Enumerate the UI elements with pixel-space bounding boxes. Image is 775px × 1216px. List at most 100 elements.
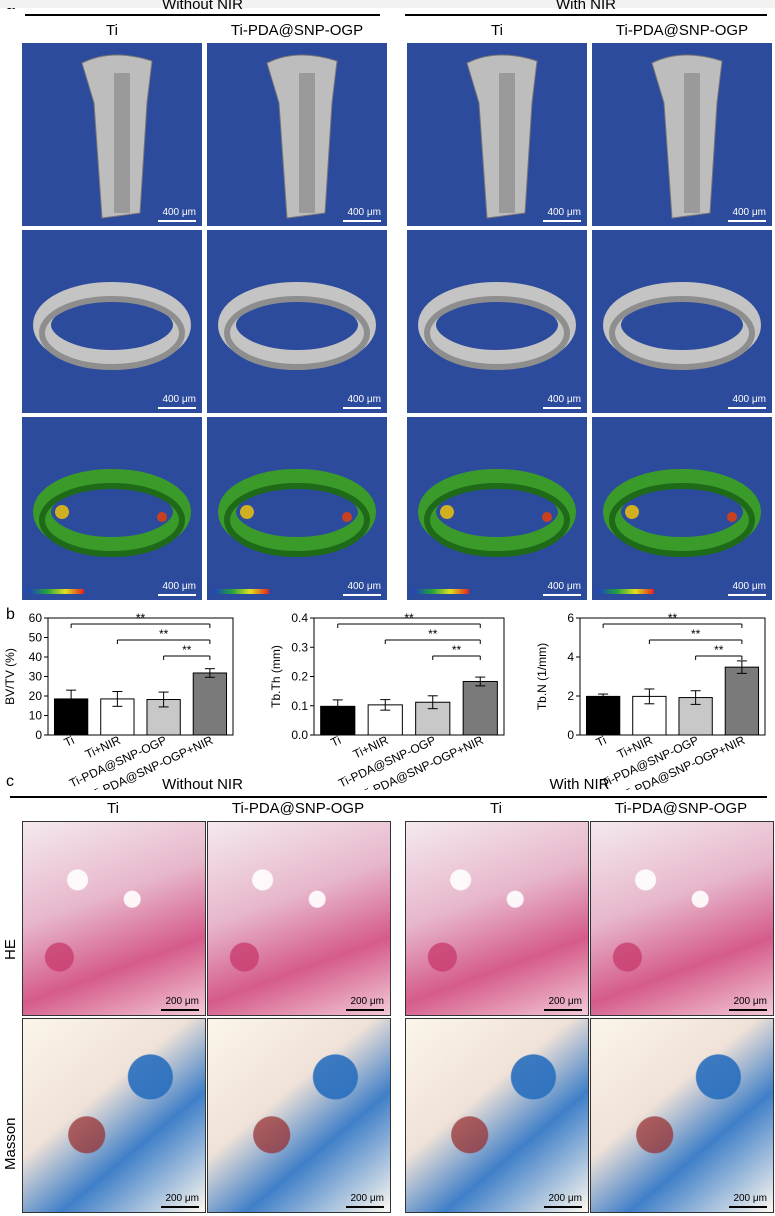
col-header-c3: Ti (490, 800, 502, 817)
scale-bar-label: 400 μm (547, 394, 581, 405)
bone-render (266, 54, 338, 219)
he-stain-image-c3: 200 μm (405, 821, 589, 1016)
bone-render (218, 282, 376, 370)
scale-bar (346, 1206, 384, 1208)
thickness-colorbar (413, 589, 469, 594)
bone-render (466, 54, 538, 219)
scale-bar (729, 1206, 767, 1208)
scale-bar (543, 594, 581, 596)
scale-bar-label: 200 μm (350, 1193, 384, 1204)
panel-b-label: b (6, 606, 15, 623)
y-tick-label: 0 (567, 728, 574, 742)
chart-tb-th: 0.00.10.20.30.4Tb.Th (mm)Ti Ti+NIRTi-PDA@… (269, 611, 505, 790)
bar-Ti-PDA@SNP-OGP+NIR (724, 666, 760, 736)
plot-frame (579, 617, 766, 736)
col-header-c2: Ti-PDA@SNP-OGP (231, 800, 365, 817)
row-label-masson: Masson (2, 1117, 19, 1170)
masson-stain-image-c1: 200 μm (22, 1018, 206, 1213)
col-header-a3: Ti (491, 22, 503, 39)
scale-bar-label: 400 μm (162, 581, 196, 592)
scale-bar (158, 594, 196, 596)
scale-bar-label: 200 μm (350, 996, 384, 1007)
microct-image-r3-c3: 400 μm (407, 417, 587, 600)
y-tick-label: 0 (35, 728, 42, 742)
microct-image-r2-c1: 400 μm (22, 230, 202, 413)
scale-bar (346, 1009, 384, 1011)
microct-image-r3-c2: 400 μm (207, 417, 387, 600)
scale-bar (728, 407, 766, 409)
scale-bar-label: 200 μm (165, 996, 199, 1007)
scale-bar-label: 400 μm (347, 581, 381, 592)
y-tick-label: 40 (29, 650, 43, 664)
group-header-c-with-nir: With NIR (549, 776, 610, 793)
scale-bar (158, 220, 196, 222)
bar-Ti+NIR (367, 704, 403, 736)
bar-Ti (53, 698, 89, 736)
scale-bar-label: 400 μm (732, 581, 766, 592)
significance-label: ** (136, 611, 146, 625)
y-tick-label: 0.0 (291, 728, 308, 742)
top-strip (0, 0, 775, 8)
scale-bar-label: 400 μm (162, 207, 196, 218)
scale-bar-label: 200 μm (733, 996, 767, 1007)
scale-bar-label: 200 μm (165, 1193, 199, 1204)
group-line-without-nir (25, 14, 380, 16)
thickness-colorbar (28, 589, 84, 594)
bone-render (418, 282, 576, 370)
scale-bar (544, 1206, 582, 1208)
bar-Ti (585, 695, 621, 736)
col-header-a1: Ti (106, 22, 118, 39)
scale-bar (161, 1009, 199, 1011)
microct-image-r1-c1: 400 μm (22, 43, 202, 226)
bone-render (418, 469, 576, 557)
y-tick-label: 0.2 (291, 670, 308, 684)
scale-bar (544, 1009, 582, 1011)
group-header-c-without-nir: Without NIR (162, 776, 243, 793)
scale-bar-label: 200 μm (548, 996, 582, 1007)
y-tick-label: 20 (29, 689, 43, 703)
he-stain-image-c2: 200 μm (207, 821, 391, 1016)
scale-bar-label: 200 μm (548, 1193, 582, 1204)
scale-bar-label: 400 μm (162, 394, 196, 405)
significance-label: ** (182, 643, 192, 657)
scale-bar-label: 400 μm (547, 207, 581, 218)
y-axis-label: Tb.Th (mm) (269, 645, 283, 708)
scale-bar (343, 407, 381, 409)
bone-render (603, 282, 761, 370)
significance-label: ** (404, 611, 414, 625)
scale-bar-label: 400 μm (347, 207, 381, 218)
y-axis-label: BV/TV (%) (3, 648, 17, 705)
bone-render (81, 54, 153, 219)
scale-bar (343, 220, 381, 222)
bar-Ti-PDA@SNP-OGP+NIR (192, 672, 228, 736)
group-line-c-without-nir (10, 796, 395, 798)
y-tick-label: 50 (29, 631, 43, 645)
significance-label: ** (668, 611, 678, 625)
row-label-he: HE (2, 939, 19, 960)
thickness-colorbar (213, 589, 269, 594)
scale-bar-label: 400 μm (547, 581, 581, 592)
significance-label: ** (428, 627, 438, 641)
scale-bar-label: 400 μm (347, 394, 381, 405)
scale-bar-label: 400 μm (732, 394, 766, 405)
significance-label: ** (159, 627, 169, 641)
col-header-c1: Ti (107, 800, 119, 817)
significance-label: ** (691, 627, 701, 641)
group-line-with-nir (405, 14, 767, 16)
microct-image-r2-c4: 400 μm (592, 230, 772, 413)
col-header-c4: Ti-PDA@SNP-OGP (614, 800, 748, 817)
y-tick-label: 0.1 (291, 699, 308, 713)
microct-image-r1-c4: 400 μm (592, 43, 772, 226)
scale-bar (158, 407, 196, 409)
y-axis-label: Tb.N (1/mm) (535, 643, 549, 710)
bone-render (603, 469, 761, 557)
y-tick-label: 6 (567, 611, 574, 625)
group-line-c-with-nir (392, 796, 767, 798)
microct-image-r2-c3: 400 μm (407, 230, 587, 413)
masson-stain-image-c3: 200 μm (405, 1018, 589, 1213)
x-tick-label: Ti (328, 733, 343, 750)
scale-bar (161, 1206, 199, 1208)
scale-bar (543, 220, 581, 222)
